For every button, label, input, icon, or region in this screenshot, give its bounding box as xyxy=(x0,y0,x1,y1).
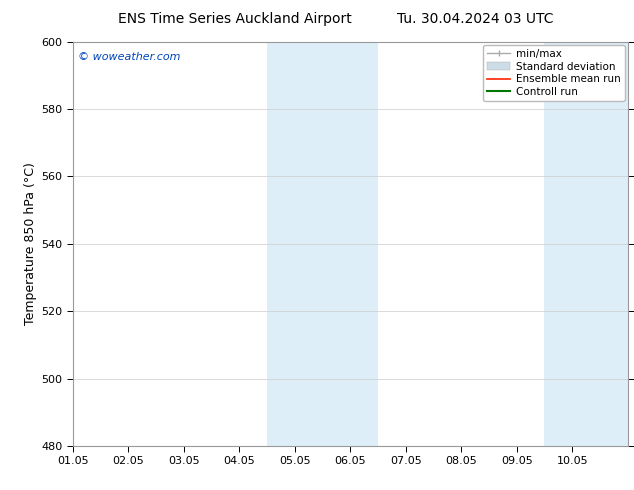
Bar xyxy=(267,42,378,446)
Text: ENS Time Series Auckland Airport: ENS Time Series Auckland Airport xyxy=(118,12,351,26)
Bar xyxy=(545,42,628,446)
Legend: min/max, Standard deviation, Ensemble mean run, Controll run: min/max, Standard deviation, Ensemble me… xyxy=(483,45,624,101)
Y-axis label: Temperature 850 hPa (°C): Temperature 850 hPa (°C) xyxy=(24,162,37,325)
Text: Tu. 30.04.2024 03 UTC: Tu. 30.04.2024 03 UTC xyxy=(398,12,553,26)
Text: © woweather.com: © woweather.com xyxy=(79,52,181,62)
